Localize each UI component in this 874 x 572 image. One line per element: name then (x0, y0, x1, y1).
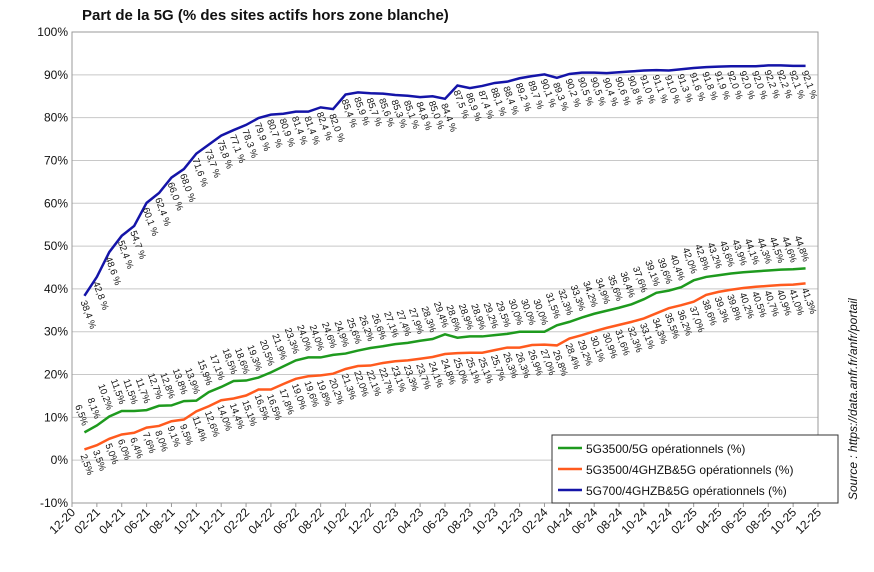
y-tick-label: 40% (44, 282, 68, 296)
y-tick-label: 80% (44, 111, 68, 125)
x-tick-label: 10-24 (618, 505, 650, 537)
x-tick-label: 08-21 (146, 505, 178, 537)
source: Source : https://data.anfr.fr/anfr/porta… (846, 298, 860, 500)
y-tick-label: 0% (51, 453, 69, 467)
y-tick-label: 100% (37, 25, 68, 39)
x-tick-label: 06-22 (270, 505, 302, 537)
x-tick-label: 06-23 (420, 505, 452, 537)
data-label: 48,6 % (102, 255, 123, 287)
legend-label: 5G700/4GHZB&5G opérationnels (%) (586, 484, 787, 498)
x-tick-label: 10-21 (171, 505, 203, 537)
x-tick-label: 04-23 (395, 505, 427, 537)
legend-label: 5G3500/4GHZB&5G opérationnels (%) (586, 463, 793, 477)
legend-box (551, 434, 839, 504)
x-tick-label: 10-23 (469, 505, 501, 537)
x-tick-label: 06-21 (121, 505, 153, 537)
x-tick-label: 12-22 (345, 505, 377, 537)
y-tick-label: 20% (44, 368, 68, 382)
x-tick-label: 02-24 (519, 505, 551, 537)
y-tick-label: 70% (44, 153, 68, 167)
x-tick-label: 08-22 (295, 505, 327, 537)
x-tick-label: 12-23 (494, 505, 526, 537)
series-line (83, 267, 806, 434)
data-label: 38,4 % (78, 299, 99, 331)
x-tick-label: 10-25 (768, 505, 800, 537)
x-tick-label: 04-21 (96, 505, 128, 537)
x-tick-label: 02-21 (71, 505, 103, 537)
x-tick-label: 10-22 (320, 505, 352, 537)
x-tick-label: 08-25 (743, 505, 775, 537)
x-tick-label: 04-25 (693, 505, 725, 537)
y-tick-label: 60% (44, 196, 68, 210)
y-tick-label: 50% (44, 239, 68, 253)
x-tick-label: 06-25 (718, 505, 750, 537)
y-tick-label: 30% (44, 325, 68, 339)
x-tick-label: 04-24 (544, 505, 576, 537)
x-tick-label: 02-22 (221, 505, 253, 537)
y-tick-label: -10% (40, 496, 68, 510)
x-tick-label: 06-24 (569, 505, 601, 537)
x-tick-label: 02-23 (370, 505, 402, 537)
data-label: 42,8 % (90, 280, 111, 312)
series-line (84, 282, 806, 451)
x-tick-label: 08-24 (594, 505, 626, 537)
x-tick-label: 02-25 (668, 505, 700, 537)
x-tick-label: 12-25 (793, 505, 825, 537)
series-line (83, 64, 806, 297)
x-tick-label: 04-22 (245, 505, 277, 537)
x-tick-label: 12-21 (196, 505, 228, 537)
x-tick-label: 08-23 (444, 505, 476, 537)
y-tick-label: 10% (44, 410, 68, 424)
legend-label: 5G3500/5G opérationnels (%) (586, 442, 745, 456)
x-tick-label: 12-24 (643, 505, 675, 537)
y-tick-label: 90% (44, 68, 68, 82)
chart-title: Part de la 5G (% des sites actifs hors z… (82, 7, 449, 24)
